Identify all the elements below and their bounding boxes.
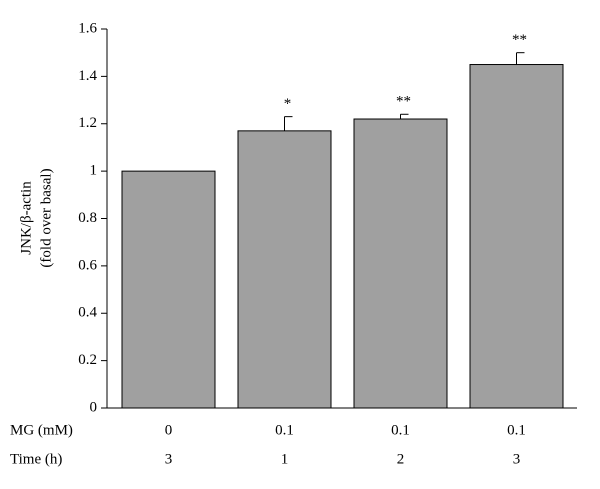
y-tick-label: 0.4 <box>78 305 97 321</box>
x-tick-label: 3 <box>513 451 521 467</box>
y-tick-label: 1 <box>90 163 98 179</box>
y-tick-label: 0.2 <box>78 352 97 368</box>
significance-label: * <box>284 96 292 112</box>
x-tick-label: 0.1 <box>275 422 294 438</box>
bar <box>353 118 448 409</box>
x-tick-label: 1 <box>281 451 289 467</box>
y-label-group: JNK/β-actin (fold over basal) <box>18 168 54 267</box>
bar <box>469 64 564 409</box>
significance-label: ** <box>512 32 527 48</box>
y-tick-label: 1.6 <box>78 20 97 36</box>
x-tick-label: 2 <box>397 451 405 467</box>
y-tick-label: 0 <box>90 399 98 415</box>
y-tick-label: 0.6 <box>78 257 97 273</box>
bar <box>121 170 216 409</box>
row-label: MG (mM) <box>10 422 73 438</box>
x-tick-label: 0.1 <box>391 422 410 438</box>
bar <box>237 130 332 409</box>
x-tick-label: 0 <box>165 422 173 438</box>
row-label: Time (h) <box>10 451 62 467</box>
significance-label: ** <box>396 94 411 110</box>
y-axis-label: JNK/β-actin <box>18 181 34 255</box>
x-tick-label: 3 <box>165 451 173 467</box>
y-axis-label: (fold over basal) <box>38 168 54 267</box>
y-tick-label: 1.4 <box>78 68 97 84</box>
y-tick-label: 0.8 <box>78 210 97 226</box>
x-tick-label: 0.1 <box>507 422 526 438</box>
y-tick-label: 1.2 <box>78 115 97 131</box>
